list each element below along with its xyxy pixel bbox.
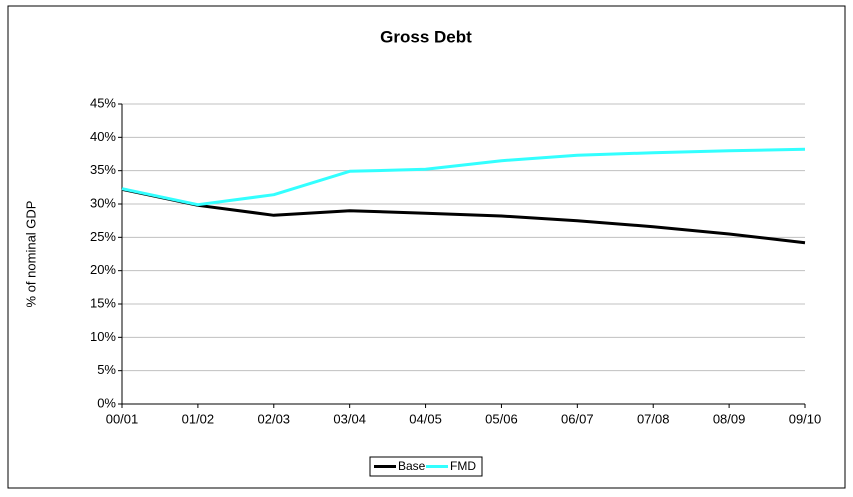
legend-label: Base xyxy=(398,459,426,473)
x-tick-label: 07/08 xyxy=(637,411,670,426)
x-tick-label: 09/10 xyxy=(789,411,822,426)
x-tick-label: 06/07 xyxy=(561,411,594,426)
y-tick-label: 45% xyxy=(90,95,116,110)
legend-label: FMD xyxy=(450,459,476,473)
y-tick-label: 30% xyxy=(90,195,116,210)
y-tick-label: 10% xyxy=(90,329,116,344)
x-tick-label: 05/06 xyxy=(485,411,518,426)
x-tick-label: 03/04 xyxy=(333,411,366,426)
x-tick-label: 08/09 xyxy=(713,411,746,426)
chart-title: Gross Debt xyxy=(380,27,472,46)
chart-frame xyxy=(7,5,846,489)
y-tick-label: 0% xyxy=(97,395,116,410)
y-tick-label: 20% xyxy=(90,262,116,277)
x-tick-label: 04/05 xyxy=(409,411,442,426)
line-series xyxy=(121,187,806,245)
x-tick-label: 00/01 xyxy=(106,411,139,426)
y-tick-label: 25% xyxy=(90,229,116,244)
y-axis-label: % of nominal GDP xyxy=(23,201,38,308)
x-tick-label: 01/02 xyxy=(182,411,215,426)
y-tick-label: 40% xyxy=(90,129,116,144)
x-tick-label: 02/03 xyxy=(258,411,291,426)
y-tick-label: 35% xyxy=(90,162,116,177)
line-series xyxy=(121,147,806,207)
y-tick-label: 15% xyxy=(90,295,116,310)
y-tick-label: 5% xyxy=(97,362,116,377)
